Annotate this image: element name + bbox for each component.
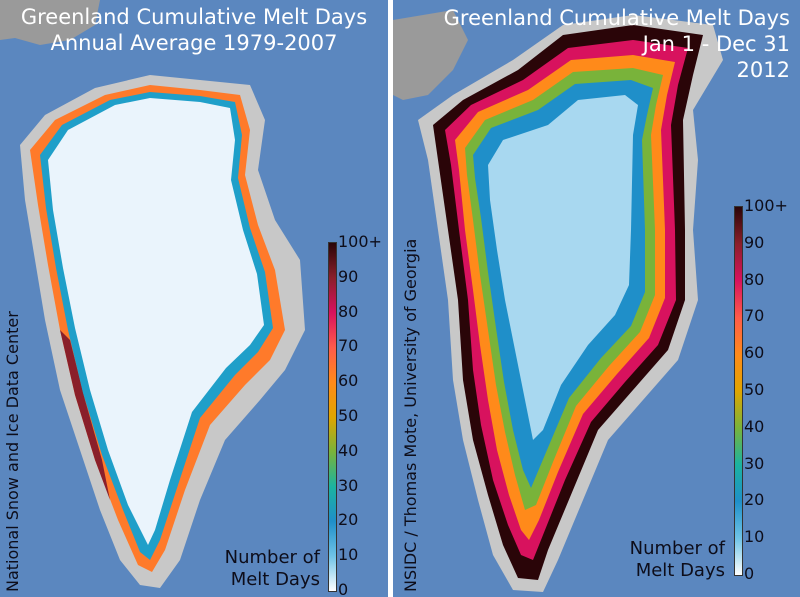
greenland-map-2012 [393,10,723,592]
title-line-2: Jan 1 - Dec 31 [642,32,790,56]
legend-title-line-1: Number of [629,538,725,559]
melt-rim-dark [60,330,110,500]
colorbar-tick-label: 0 [338,580,349,597]
colorbar-tick-label: 80 [744,269,765,289]
colorbar-tick-label: 70 [338,336,359,356]
credit-text: National Snow and Ice Data Center [3,311,22,592]
legend-title: Number of Melt Days [630,538,725,582]
ice-sheet-interior [48,98,264,545]
colorbar-tick-label: 10 [744,527,765,547]
colorbar-tick-label: 80 [338,301,359,321]
legend-title-line-2: Melt Days [635,560,725,581]
colorbar-tick-label: 50 [744,380,765,399]
map-panel-2012: Greenland Cumulative Melt Days Jan 1 - D… [393,0,800,597]
colorbar-tick-label: 60 [338,371,359,391]
colorbar-tick-label: 50 [338,406,359,425]
colorbar-tick-label: 100+ [744,196,788,215]
colorbar-tick-label: 90 [338,266,359,286]
colorbar-tick-label: 20 [744,490,765,510]
colorbar-tick-label: 70 [744,306,765,326]
title-line-2: Annual Average 1979-2007 [50,31,338,55]
colorbar-tick-label: 100+ [338,232,382,251]
canada-land [393,10,468,100]
colorbar-tick-label: 30 [338,475,359,495]
map-panel-1979-2007-average: Greenland Cumulative Melt Days Annual Av… [0,0,388,597]
legend-title-line-2: Melt Days [230,569,320,590]
legend-title-line-1: Number of [224,547,320,568]
map-title: Greenland Cumulative Melt Days Jan 1 - D… [444,5,790,83]
colorbar [328,242,337,592]
map-title: Greenland Cumulative Melt Days Annual Av… [0,4,388,56]
colorbar [734,206,743,576]
colorbar-tick-label: 30 [744,453,765,473]
credit-text: NSIDC / Thomas Mote, University of Georg… [401,238,420,592]
colorbar-tick-label: 90 [744,232,765,252]
canada-land [0,0,100,45]
legend-title: Number of Melt Days [225,547,320,591]
colorbar-tick-label: 10 [338,545,359,565]
colorbar-tick-label: 40 [338,440,359,460]
greenland-map-average [0,0,305,588]
colorbar-tick-label: 60 [744,343,765,363]
title-line-1: Greenland Cumulative Melt Days [443,6,790,30]
ice-sheet-interior [488,95,638,440]
colorbar-tick-label: 20 [338,510,359,530]
colorbar-tick-label: 40 [744,416,765,436]
colorbar-tick-label: 0 [744,564,755,583]
title-line-3: 2012 [736,58,790,82]
title-line-1: Greenland Cumulative Melt Days [20,5,368,29]
